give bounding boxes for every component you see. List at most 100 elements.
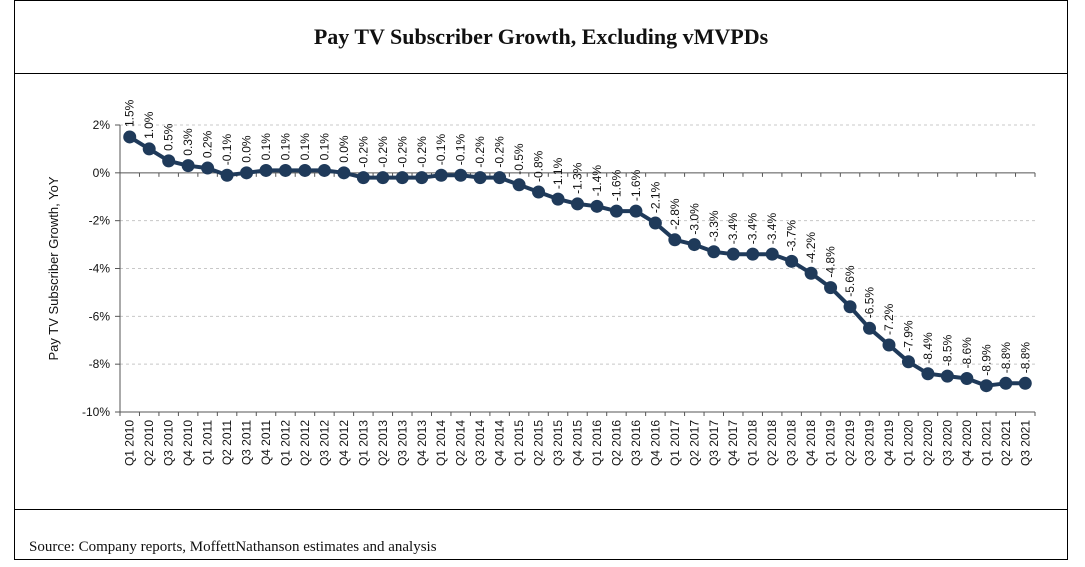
data-point (551, 192, 565, 206)
data-point (298, 163, 312, 177)
data-point (960, 372, 974, 386)
x-tick-label: Q2 2020 (921, 420, 935, 466)
x-tick-label: Q1 2010 (123, 420, 137, 466)
data-point (259, 163, 273, 177)
data-label: -8.6% (960, 337, 974, 369)
x-tick-label: Q1 2014 (434, 420, 448, 466)
data-label: -5.6% (843, 265, 857, 297)
data-point (220, 168, 234, 182)
x-tick-label: Q2 2015 (532, 420, 546, 466)
data-point (278, 163, 292, 177)
data-point (843, 300, 857, 314)
data-point (726, 247, 740, 261)
x-tick-label: Q4 2017 (726, 420, 740, 466)
data-label: -2.1% (648, 181, 662, 213)
data-point (999, 376, 1013, 390)
x-tick-label: Q2 2017 (687, 420, 701, 466)
data-point (707, 245, 721, 259)
x-tick-label: Q4 2018 (804, 420, 818, 466)
y-tick-label: -8% (89, 357, 111, 371)
data-label: -4.2% (804, 232, 818, 264)
y-tick-label: -2% (89, 214, 111, 228)
data-label: 0.1% (259, 133, 273, 161)
x-tick-label: Q1 2017 (668, 420, 682, 466)
data-label: 0.1% (279, 133, 293, 161)
x-tick-label: Q3 2011 (240, 420, 254, 465)
data-point (493, 171, 507, 185)
source-row: Source: Company reports, MoffettNathanso… (15, 509, 1067, 559)
x-tick-label: Q4 2013 (415, 420, 429, 466)
x-tick-label: Q1 2021 (979, 420, 993, 466)
x-tick-label: Q2 2012 (298, 420, 312, 466)
data-label: -6.5% (863, 287, 877, 319)
data-point (415, 171, 429, 185)
x-tick-label: Q1 2019 (824, 420, 838, 466)
data-point (901, 355, 915, 369)
data-point (512, 178, 526, 192)
x-tick-label: Q3 2016 (629, 420, 643, 466)
x-tick-label: Q2 2011 (220, 420, 234, 465)
x-tick-label: Q3 2020 (940, 420, 954, 466)
data-label: -0.1% (434, 134, 448, 166)
data-label: -0.1% (220, 134, 234, 166)
data-point (201, 161, 215, 175)
data-label: -3.3% (707, 210, 721, 242)
data-label: 0.3% (181, 128, 195, 156)
data-label: -0.1% (454, 134, 468, 166)
x-tick-label: Q4 2016 (648, 420, 662, 466)
data-point (765, 247, 779, 261)
x-tick-label: Q3 2013 (395, 420, 409, 466)
data-point (376, 171, 390, 185)
data-label: -3.7% (785, 220, 799, 252)
x-tick-label: Q3 2015 (551, 420, 565, 466)
x-tick-label: Q2 2014 (454, 420, 468, 466)
x-tick-label: Q3 2019 (863, 420, 877, 466)
data-label: -7.2% (882, 303, 896, 335)
x-tick-label: Q4 2011 (259, 420, 273, 465)
data-label: -0.8% (532, 150, 546, 182)
data-label: -3.4% (746, 213, 760, 245)
y-axis-title: Pay TV Subscriber Growth, YoY (46, 176, 61, 360)
data-point (979, 379, 993, 393)
x-tick-label: Q1 2013 (356, 420, 370, 466)
x-tick-label: Q2 2016 (609, 420, 623, 466)
x-tick-label: Q2 2018 (765, 420, 779, 466)
data-label: -2.8% (668, 198, 682, 230)
data-label: -0.2% (493, 136, 507, 168)
data-label: -0.2% (395, 136, 409, 168)
data-label: -8.5% (940, 334, 954, 366)
x-tick-label: Q2 2013 (376, 420, 390, 466)
data-point (687, 238, 701, 252)
data-point (181, 159, 195, 173)
x-tick-label: Q4 2015 (571, 420, 585, 466)
x-tick-label: Q3 2014 (473, 420, 487, 466)
x-tick-label: Q1 2016 (590, 420, 604, 466)
x-tick-label: Q3 2021 (1018, 420, 1032, 466)
data-label: 1.5% (123, 99, 137, 127)
data-label: 0.5% (162, 123, 176, 151)
x-tick-label: Q4 2019 (882, 420, 896, 466)
x-tick-label: Q1 2015 (512, 420, 526, 466)
data-label: -3.4% (765, 213, 779, 245)
x-tick-label: Q2 2021 (999, 420, 1013, 466)
data-label: -1.4% (590, 165, 604, 197)
data-label: -3.0% (687, 203, 701, 235)
data-label: -0.5% (512, 143, 526, 175)
x-tick-label: Q2 2019 (843, 420, 857, 466)
x-tick-label: Q4 2014 (493, 420, 507, 466)
data-point (454, 168, 468, 182)
data-point (1018, 376, 1032, 390)
x-tick-label: Q3 2018 (785, 420, 799, 466)
data-label: -1.6% (629, 169, 643, 201)
chart-frame: Pay TV Subscriber Growth, Excluding vMVP… (14, 0, 1068, 560)
data-point (317, 163, 331, 177)
data-label: -0.2% (415, 136, 429, 168)
data-point (882, 338, 896, 352)
data-label: 0.2% (201, 130, 215, 158)
x-tick-label: Q1 2011 (201, 420, 215, 465)
x-tick-label: Q1 2020 (902, 420, 916, 466)
data-point (123, 130, 137, 144)
data-point (162, 154, 176, 168)
data-point (590, 199, 604, 213)
